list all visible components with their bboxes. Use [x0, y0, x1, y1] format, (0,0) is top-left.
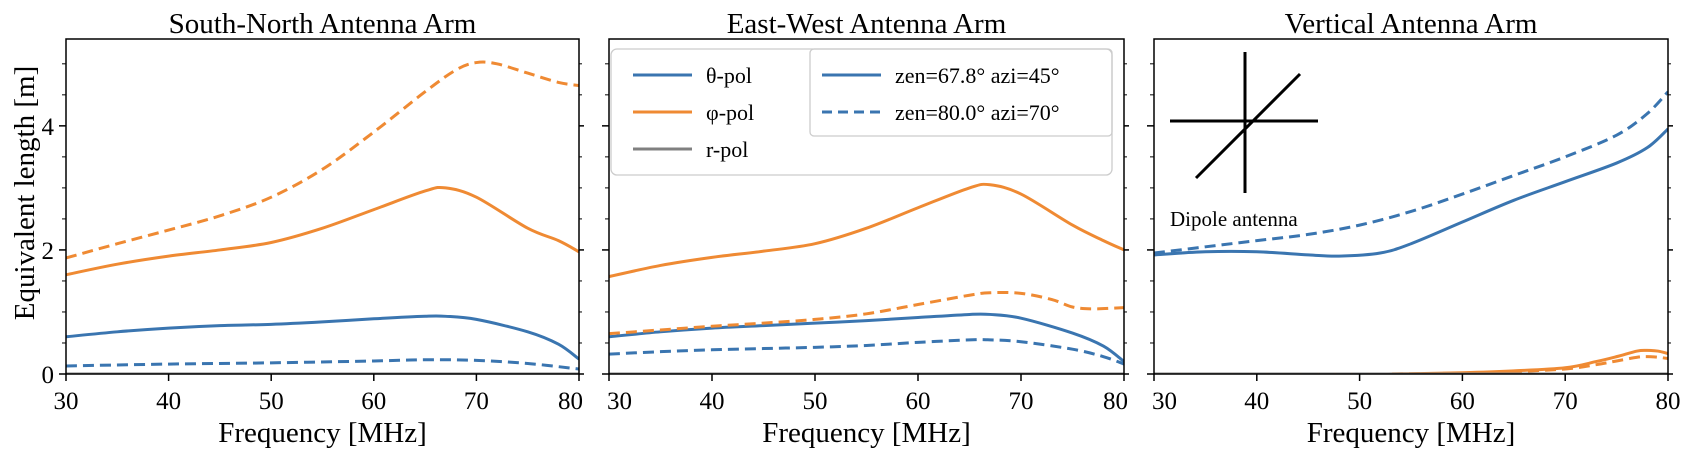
x-tick-label: 50 [803, 388, 828, 415]
y-tick-label: 4 [42, 114, 55, 141]
legend-label-theta: θ-pol [706, 63, 752, 88]
x-tick-label: 60 [361, 388, 386, 415]
series-phi-solid-line [609, 182, 1124, 279]
x-tick-label: 30 [54, 388, 79, 415]
x-tick-label: 40 [700, 388, 725, 415]
series-theta-dashed-line [609, 338, 1124, 366]
dipole-antenna-diagram: Dipole antenna [1170, 52, 1318, 231]
y-axis-label: Equivalent length [m] [9, 66, 41, 321]
panel-1-x-axis-label: Frequency [MHz] [218, 417, 427, 449]
panel-1-series [66, 60, 579, 374]
legend-label-phi: φ-pol [706, 100, 754, 125]
series-theta-solid-line [609, 312, 1124, 363]
x-tick-label: 50 [259, 388, 284, 415]
panel-1-frame [65, 38, 580, 375]
legend-label-solid: zen=67.8° azi=45° [895, 63, 1060, 88]
legend-subframe [809, 48, 1113, 137]
panel-3-title: Vertical Antenna Arm [1285, 8, 1538, 40]
axes-layer: South-North Antenna Arm Frequency [MHz] 30… [42, 8, 1681, 449]
legend: θ-pol φ-pol r-pol zen=67.8° azi=45° zen=… [610, 48, 1113, 176]
series-theta-dashed-line [66, 358, 579, 371]
x-tick-label: 70 [1553, 388, 1578, 415]
panel-3-series [1154, 90, 1668, 374]
panel-2-x-axis-label: Frequency [MHz] [762, 417, 971, 449]
x-tick-label: 40 [1244, 388, 1269, 415]
x-tick-label: 80 [558, 388, 583, 415]
panel-2-title: East-West Antenna Arm [727, 8, 1007, 40]
y-tick-label: 0 [42, 362, 55, 389]
dipole-antenna-label: Dipole antenna [1170, 207, 1298, 231]
series-phi-dashed-line [609, 290, 1124, 336]
series-phi-dashed-line [1154, 355, 1668, 374]
series-phi-solid-line [1154, 348, 1668, 374]
dipole-arm-diagonal [1194, 72, 1302, 180]
panel-3-frame [1153, 38, 1669, 375]
legend-item-theta: θ-pol [633, 63, 752, 88]
x-tick-label: 80 [1656, 388, 1681, 415]
panel-2-series [609, 182, 1124, 374]
series-phi-dashed-line [66, 60, 579, 260]
x-tick-label: 80 [1103, 388, 1128, 415]
x-tick-label: 60 [1450, 388, 1475, 415]
x-tick-label: 60 [906, 388, 931, 415]
series-theta-solid-line [1154, 127, 1668, 258]
legend-item-dashed-direction: zen=80.0° azi=70° [822, 100, 1060, 125]
series-theta-solid-line [66, 314, 579, 361]
legend-item-phi: φ-pol [633, 100, 754, 125]
x-tick-label: 70 [1009, 388, 1034, 415]
legend-item-solid-direction: zen=67.8° azi=45° [822, 63, 1060, 88]
panel-2-frame [608, 38, 1125, 375]
y-tick-label: 2 [42, 238, 55, 265]
x-tick-label: 50 [1347, 388, 1372, 415]
legend-item-r: r-pol [633, 137, 748, 162]
x-tick-label: 40 [156, 388, 181, 415]
series-theta-dashed-line [1154, 90, 1668, 255]
x-tick-label: 30 [1152, 388, 1177, 415]
legend-label-r: r-pol [706, 137, 748, 162]
panel-1-title: South-North Antenna Arm [169, 8, 477, 40]
series-phi-solid-line [66, 185, 579, 277]
x-tick-label: 30 [607, 388, 632, 415]
legend-label-dashed: zen=80.0° azi=70° [895, 100, 1060, 125]
panel-3-x-axis-label: Frequency [MHz] [1307, 417, 1516, 449]
x-tick-label: 70 [464, 388, 489, 415]
